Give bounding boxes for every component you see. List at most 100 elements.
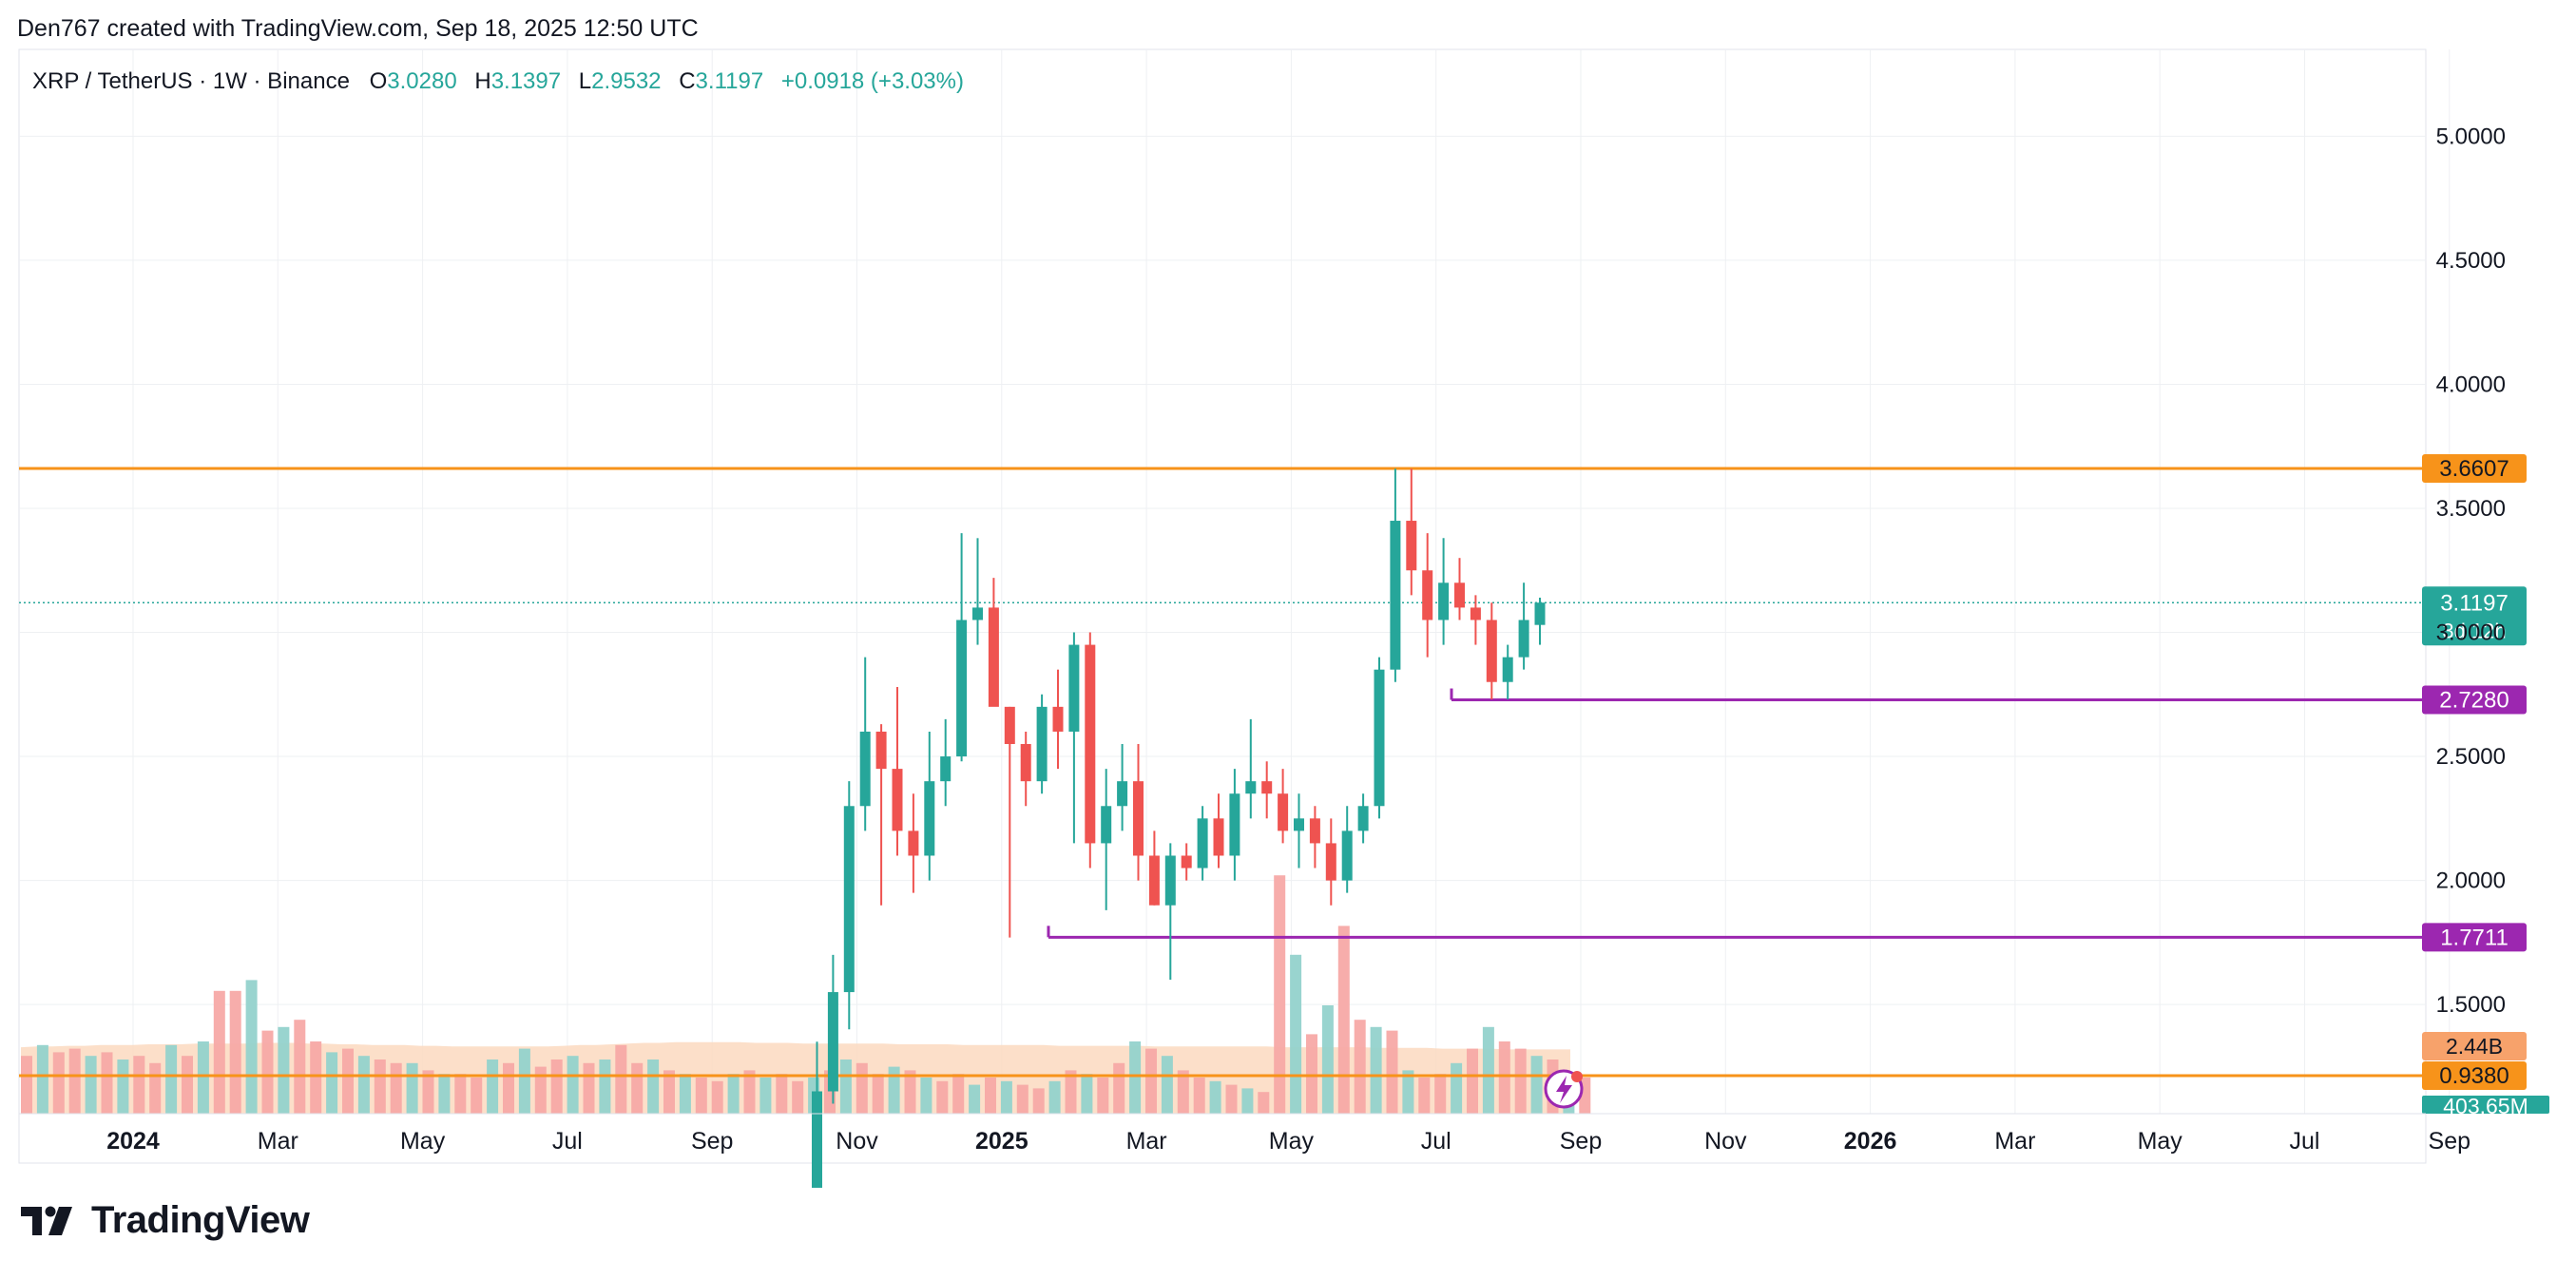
- time-tick-label: Mar: [1994, 1128, 2035, 1155]
- time-tick-label: Mar: [1126, 1128, 1167, 1155]
- candle-up: [1101, 769, 1112, 910]
- legend-high: 3.1397: [491, 68, 561, 94]
- volume-bar: [1065, 1070, 1077, 1114]
- volume-ma-badge: [2422, 1032, 2527, 1060]
- grid: [18, 48, 2451, 1164]
- candle-body: [843, 806, 855, 993]
- volume-bar: [68, 1048, 81, 1114]
- price-tick-label: 5.0000: [2436, 124, 2506, 149]
- candle-body: [1101, 806, 1112, 844]
- candle-body: [1309, 818, 1320, 844]
- volume-bar: [278, 1026, 290, 1114]
- volume-bar: [1451, 1062, 1463, 1114]
- candle-up: [1068, 632, 1080, 844]
- candle-body: [1229, 793, 1240, 856]
- candle-down: [1422, 533, 1433, 658]
- candle-up: [956, 533, 968, 762]
- last-price-label: 3.1197: [2440, 590, 2509, 616]
- volume-bar: [1145, 1048, 1157, 1114]
- candle-body: [908, 830, 919, 856]
- candle-body: [1534, 602, 1546, 625]
- axes: 1.5000 2.0000 2.5000 3.0000 3.5000 4.0000 4.50…: [19, 124, 2506, 1155]
- volume-bar: [438, 1074, 451, 1114]
- volume-bar: [759, 1078, 772, 1114]
- volume-bar: [471, 1078, 483, 1114]
- legend-high-label: H: [474, 68, 490, 94]
- time-tick-label: Jul: [2290, 1128, 2320, 1155]
- price-chart[interactable]: 3.6607 2.7280 1.7711 0.9380 3.1197 3d 12h 2.44…: [0, 0, 2576, 1188]
- candle-down: [892, 686, 903, 856]
- tradingview-brand: TradingView: [21, 1199, 310, 1242]
- candle-body: [924, 781, 935, 856]
- volume-bar: [550, 1059, 563, 1114]
- volume-bar: [182, 1056, 193, 1114]
- candle-body: [892, 769, 903, 831]
- volume-bar: [1402, 1070, 1414, 1114]
- candle-down: [875, 724, 887, 906]
- candle-down: [1020, 731, 1031, 807]
- candles[interactable]: [41, 468, 1546, 1188]
- candle-body: [1486, 620, 1497, 682]
- price-tick-label: 3.0000: [2436, 620, 2506, 646]
- candle-down: [1309, 806, 1320, 869]
- legend-open: 3.0280: [387, 68, 456, 94]
- volume-bar: [1048, 1080, 1061, 1114]
- candle-up: [1036, 694, 1048, 794]
- countdown-label: 3d 12h: [2442, 619, 2506, 642]
- horizontal-levels[interactable]: 3.6607 2.7280 1.7711 0.9380 3.1197 3d 12h 2.44…: [19, 454, 2549, 1118]
- candle-up: [1390, 468, 1401, 682]
- candle-down: [1278, 769, 1289, 844]
- level-label-lower-level: 0.9380: [2439, 1063, 2509, 1089]
- time-tick-label: Sep: [2429, 1128, 2470, 1155]
- candle-body: [1117, 781, 1128, 807]
- price-tick-label: 3.5000: [2436, 496, 2506, 522]
- time-tick-label: May: [2138, 1128, 2183, 1155]
- volume-bar: [679, 1074, 691, 1114]
- volume-bar: [727, 1074, 740, 1114]
- candle-up: [1229, 769, 1240, 881]
- chart-frame: [18, 48, 2427, 1164]
- attribution-text: Den767 created with TradingView.com, Sep…: [17, 15, 699, 42]
- volume-bar: [357, 1056, 370, 1114]
- candle-body: [1036, 706, 1048, 782]
- candle-body: [1470, 607, 1481, 620]
- candle-up: [827, 954, 838, 1104]
- price-tick-label: 4.5000: [2436, 248, 2506, 274]
- candle-down: [1085, 632, 1096, 869]
- candle-up: [924, 731, 935, 881]
- time-tick-label: 2026: [1844, 1128, 1897, 1155]
- volume-bar: [1482, 1026, 1494, 1114]
- volume-bar: [743, 1070, 756, 1114]
- volume-bar: [615, 1044, 627, 1114]
- time-tick-label: May: [1269, 1128, 1315, 1155]
- volume-bar: [518, 1048, 530, 1114]
- candle-body: [1085, 644, 1096, 844]
- candle-body: [1004, 706, 1015, 745]
- volume-bar: [1177, 1070, 1189, 1114]
- volume-bar: [374, 1059, 386, 1114]
- candle-up: [1245, 718, 1257, 819]
- volume-bar: [133, 1056, 145, 1114]
- legend-low-label: L: [579, 68, 591, 94]
- volume-bar: [213, 990, 225, 1114]
- volume-bar: [503, 1062, 514, 1114]
- candle-body: [1164, 855, 1176, 906]
- volume-bar: [647, 1059, 660, 1114]
- candle-up: [1164, 843, 1176, 981]
- candle-body: [827, 992, 838, 1092]
- volume-bar: [1161, 1056, 1173, 1114]
- volume-bar: [261, 1030, 274, 1114]
- volume-bar: [117, 1059, 129, 1114]
- candle-down: [1052, 669, 1064, 770]
- candle-up: [1341, 806, 1353, 893]
- candle-down: [1213, 793, 1224, 869]
- level-badge-support-high: [2422, 685, 2527, 715]
- level-badge-support-low: [2422, 923, 2527, 952]
- volume-bar: [1274, 875, 1286, 1114]
- level-badge-resistance: [2422, 454, 2527, 484]
- candle-down: [1004, 706, 1015, 938]
- candle-up: [1197, 806, 1208, 881]
- volume-bar: [229, 990, 241, 1114]
- candle-up: [1117, 744, 1128, 831]
- flash-event-icon[interactable]: [1544, 1069, 1584, 1109]
